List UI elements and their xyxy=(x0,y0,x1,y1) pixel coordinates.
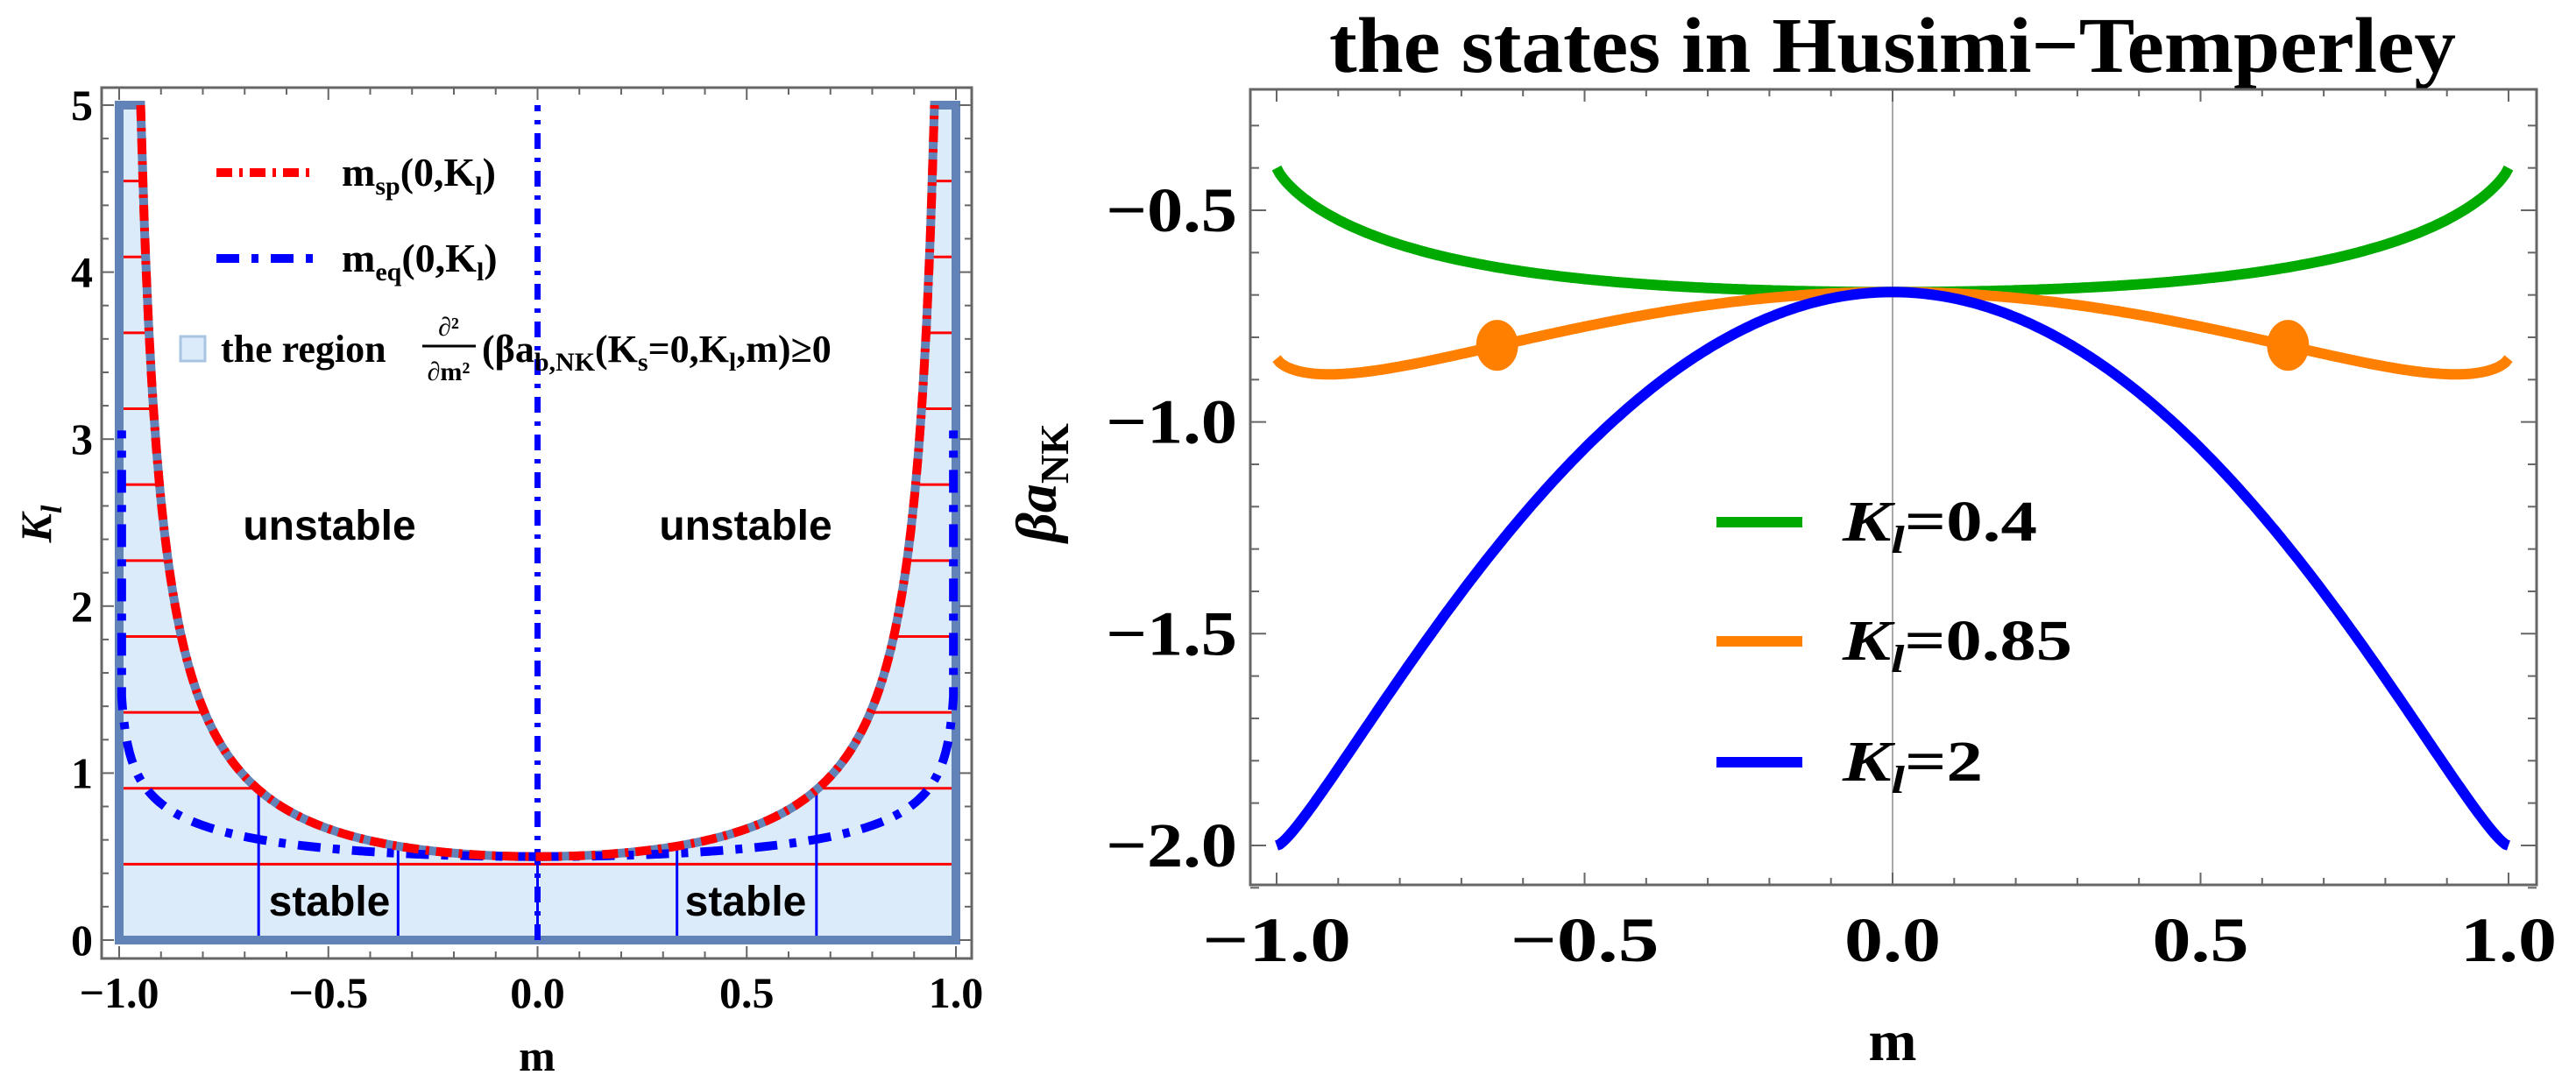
y-tick-label: −0.5 xyxy=(1106,175,1237,245)
y-tick-label: 1 xyxy=(71,748,93,797)
series-line-k-l-2 xyxy=(1275,286,2510,851)
m-sp-curve xyxy=(136,104,939,861)
x-tick-label: 0.0 xyxy=(1844,905,1941,975)
right-curves xyxy=(1271,165,2514,851)
x-tick-label: −1.0 xyxy=(1202,905,1351,975)
x-tick-label: −0.5 xyxy=(288,968,368,1017)
left-plot: msp(0,Kl) meq(0,Kl) the region ∂² ∂m² (β… xyxy=(11,81,983,1075)
annotation-unstable-left: unstable xyxy=(243,503,415,549)
y-tick-label: −1.0 xyxy=(1106,387,1237,457)
left-y-axis-label: Kl xyxy=(11,505,68,543)
y-tick-label: −2.0 xyxy=(1106,810,1237,881)
x-tick-label: 1.0 xyxy=(2460,905,2557,975)
legend-label-region-prefix: the region xyxy=(221,328,386,371)
annotation-stable-right: stable xyxy=(685,879,807,925)
legend-label-m-sp: msp(0,Kl) xyxy=(342,150,496,201)
right-plot-title: the states in Husimi−Temperley xyxy=(1329,3,2456,89)
left-legend: msp(0,Kl) meq(0,Kl) the region ∂² ∂m² (β… xyxy=(179,150,832,386)
y-tick-label: −1.5 xyxy=(1106,598,1237,668)
x-tick-label: −0.5 xyxy=(1511,905,1660,975)
annotation-unstable-right: unstable xyxy=(659,503,832,549)
annotation-stable-left: stable xyxy=(269,879,391,925)
inflection-point-marker xyxy=(1476,320,1518,371)
x-tick-label: 0.5 xyxy=(2153,905,2249,975)
y-tick-label: 3 xyxy=(71,414,93,463)
legend-label-region-expr: (βab,NK(Ks=0,Kl,m)≥0 xyxy=(482,328,832,377)
x-tick-label: −1.0 xyxy=(80,968,159,1017)
legend-region-numerator: ∂² xyxy=(438,313,459,342)
x-tick-label: 0.5 xyxy=(719,968,775,1017)
x-tick-label: 0.0 xyxy=(510,968,565,1017)
inflection-point-marker xyxy=(2267,320,2310,371)
y-tick-label: 4 xyxy=(71,248,93,297)
right-x-axis-label: m xyxy=(1869,1009,1917,1073)
right-plot: the states in Husimi−Temperley −1.0 −0.5 0… xyxy=(1005,3,2557,1073)
legend-swatch-region xyxy=(179,335,207,363)
left-axis-ticks xyxy=(102,88,972,958)
y-tick-label: 5 xyxy=(71,81,93,130)
stable-region-area xyxy=(119,105,956,940)
y-tick-label: 0 xyxy=(71,916,93,965)
x-tick-label: 1.0 xyxy=(929,968,984,1017)
right-y-axis-label: βaNK xyxy=(1005,423,1077,545)
y-tick-label: 2 xyxy=(71,582,93,631)
left-x-axis-label: m xyxy=(519,1031,556,1075)
right-tick-labels: −1.0 −0.5 0.0 0.5 1.0 −0.5 −1.0 −1.5 −2.0 xyxy=(1106,175,2557,975)
legend-region-denominator: ∂m² xyxy=(428,357,471,386)
legend-label-m-eq: meq(0,Kl) xyxy=(342,236,498,286)
right-axis-ticks xyxy=(1250,89,2537,889)
left-tick-labels: −1.0 −0.5 0.0 0.5 1.0 0 1 2 3 4 5 xyxy=(71,81,983,1017)
